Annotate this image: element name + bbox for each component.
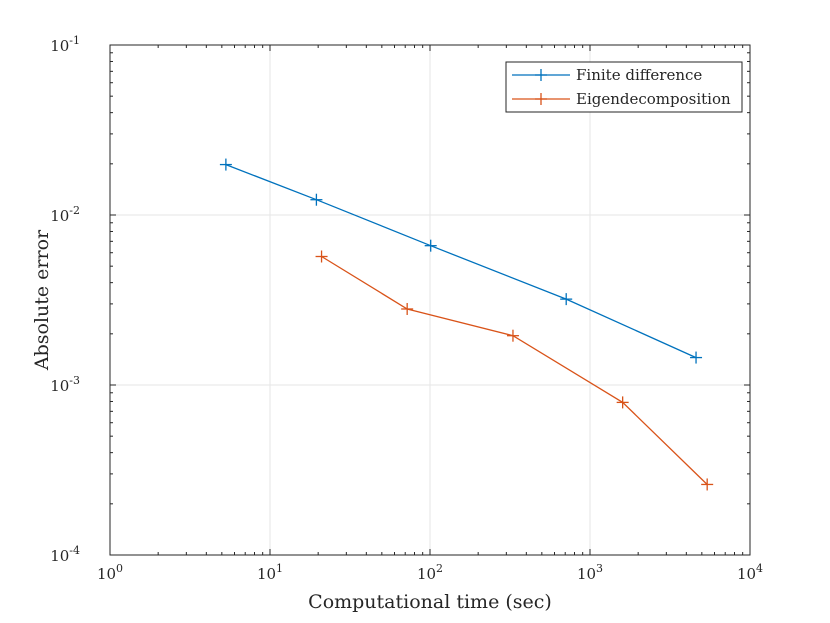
x-axis-label: Computational time (sec) [308,591,552,613]
y-tick-label: 10-4 [50,544,80,565]
data-point [506,329,519,342]
data-point [616,396,629,409]
legend-box [505,61,743,113]
y-tick-exponent: -2 [69,204,80,217]
x-tick-exponent: 0 [116,562,123,575]
data-point [315,250,328,263]
y-tick-label: 10-3 [50,374,80,395]
data-point [401,302,414,315]
plot-frame [109,44,751,556]
y-tick-base: 10 [50,377,69,395]
data-point [424,239,437,252]
data-point [701,478,714,491]
x-tick-exponent: 1 [276,562,283,575]
y-tick-base: 10 [50,37,69,55]
y-axis-label: Absolute error [31,229,53,371]
x-tick-base: 10 [417,565,436,583]
legend-label: Finite difference [576,66,702,84]
x-tick-label: 103 [577,562,603,583]
x-tick-label: 104 [737,562,763,583]
data-point [310,193,323,206]
y-tick-exponent: -4 [69,544,80,557]
legend-item: Eigendecomposition [512,90,731,108]
x-tick-exponent: 4 [756,562,763,575]
y-tick-base: 10 [50,547,69,565]
series-1 [219,158,703,364]
data-point [219,158,232,171]
series-layer [219,158,714,491]
y-tick-label: 10-1 [50,34,80,55]
x-tick-exponent: 2 [436,562,443,575]
x-tick-label: 100 [97,562,123,583]
x-tick-base: 10 [737,565,756,583]
x-tick-label: 102 [417,562,443,583]
y-tick-exponent: -1 [69,34,80,47]
series-2 [315,250,714,491]
y-tick-exponent: -3 [69,374,80,387]
y-tick-label: 10-2 [50,204,80,225]
x-tick-base: 10 [577,565,596,583]
data-point [690,351,703,364]
y-tick-base: 10 [50,207,69,225]
legend-item: Finite difference [512,66,702,84]
data-point [560,293,573,306]
x-tick-exponent: 3 [596,562,603,575]
legend-label: Eigendecomposition [576,90,731,108]
legend: Finite difference Eigendecomposition [505,61,743,113]
x-tick-base: 10 [97,565,116,583]
x-tick-label: 101 [257,562,283,583]
x-tick-base: 10 [257,565,276,583]
